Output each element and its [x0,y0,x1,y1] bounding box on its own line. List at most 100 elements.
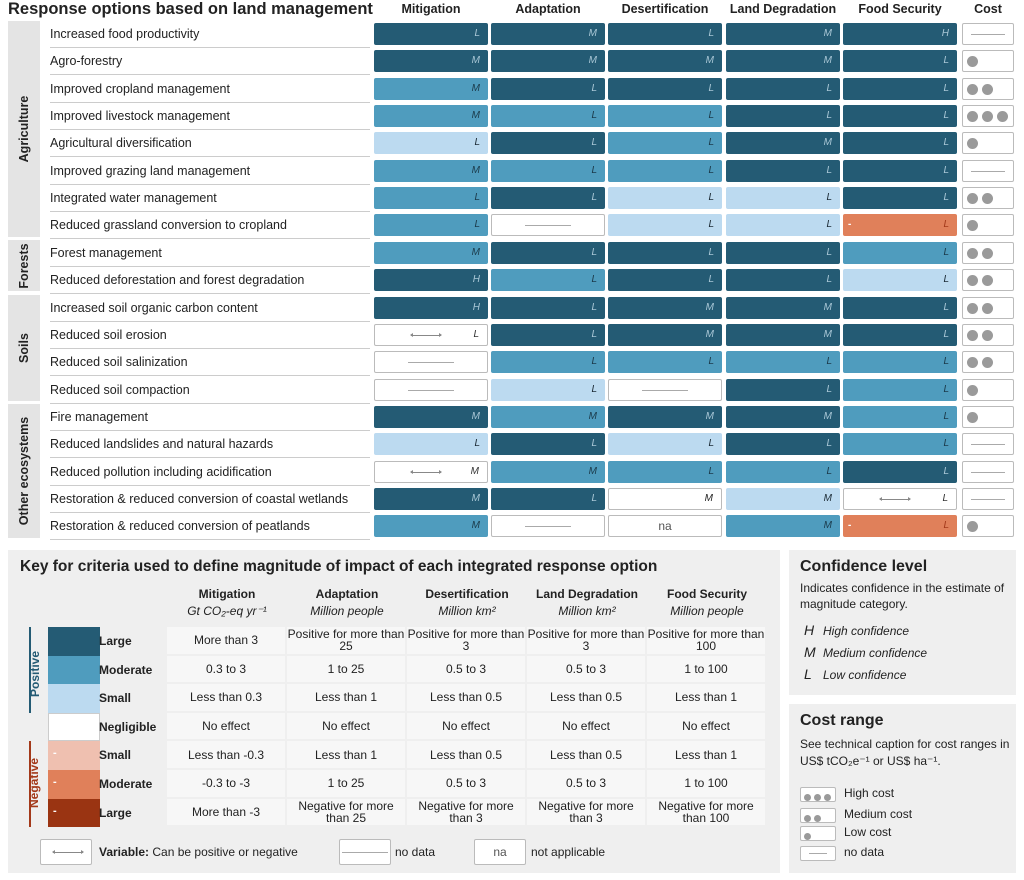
confidence-label: L [591,274,597,286]
row-label: Reduced soil erosion [50,322,370,349]
confidence-label: M [471,410,480,422]
confidence-label: M [823,328,832,340]
cost-dot-icon [967,329,978,341]
key-criteria-cell: 0.5 to 3 [527,655,647,685]
key-column-header: Desertification [425,587,509,601]
cost-title: Cost range [800,712,884,729]
impact-cell-mitigation: M [374,405,488,428]
impact-cell-adaptation: M [491,23,605,45]
impact-cell-food-security: L [843,405,957,428]
negative-label: Negative [27,757,42,809]
key-criteria-cell: 0.5 to 3 [407,770,527,799]
cost-dot-icon [967,521,978,533]
confidence-label: L [591,164,597,176]
confidence-symbol: L [804,666,812,682]
impact-cell-desertification: M [608,487,722,510]
impact-cell-food-security: L [843,296,957,319]
confidence-label: L [708,110,714,122]
key-criteria-cell: Less than 0.5 [407,684,527,713]
confidence-label: L [943,164,949,176]
confidence-label: M [705,410,714,422]
cost-cell [962,323,1014,346]
confidence-label: L [474,28,480,39]
cost-cell [962,269,1014,292]
impact-cell-mitigation [374,351,488,374]
key-magnitude-label: Small [99,748,132,763]
cost-cell [962,77,1014,100]
row-label: Improved grazing land management [50,158,370,185]
column-header-desertification: Desertification [621,2,709,16]
column-header-cost: Cost [974,2,1002,16]
cost-legend-label: High cost [844,786,895,800]
no-data-dash [525,526,571,528]
confidence-description: High confidence [823,624,910,638]
confidence-label: L [591,192,597,204]
cost-cell [962,296,1014,319]
group-label: Forests [17,243,31,289]
impact-cell-adaptation [491,214,605,237]
key-panel: Key for criteria used to define magnitud… [8,550,780,873]
confidence-description: Medium confidence [823,646,928,660]
key-swatch: - [48,798,100,828]
impact-cell-adaptation: L [491,487,605,510]
key-column-unit: Gt CO₂-eq yr⁻¹ [187,604,267,618]
cost-description: See technical caption for cost ranges in… [800,737,1010,768]
confidence-label: L [826,274,832,286]
confidence-label: M [471,164,480,176]
cost-cell [962,405,1014,428]
confidence-label: M [704,492,713,504]
no-data-dash [971,170,1005,172]
confidence-label: L [473,328,479,340]
key-column-header: Food Security [666,587,747,601]
column-header-mitigation: Mitigation [401,2,461,16]
cost-cell [962,214,1014,237]
key-criteria-cell: Less than 0.5 [527,684,647,713]
variable-arrow-icon [410,332,442,337]
impact-cell-land-degradation: L [726,159,840,182]
confidence-label: M [470,465,479,477]
cost-dot-icon [982,111,993,123]
cost-legend-swatch [800,846,836,861]
cost-cell [962,460,1014,483]
no-data-dash [408,389,454,391]
row-label: Increased food productivity [50,21,370,48]
confidence-symbol: H [804,622,815,638]
row-label: Integrated water management [50,185,370,213]
impact-cell-adaptation: L [491,241,605,264]
impact-cell-mitigation: M [374,50,488,73]
confidence-label: M [471,246,480,258]
confidence-label: M [588,465,597,477]
impact-cell-mitigation: M [374,241,488,264]
key-swatch: - [48,770,100,799]
cost-dot-icon [967,384,978,396]
confidence-label: L [708,82,714,94]
impact-cell-food-security: L [843,105,957,128]
impact-cell-food-security: L [843,50,957,73]
negative-arrow-icon [29,741,31,828]
cost-legend-label: no data [844,845,885,859]
cost-cell [962,433,1014,456]
na-label: na [493,845,507,859]
cost-cell [962,515,1014,538]
positive-arrow-icon [29,627,31,713]
impact-cell-land-degradation: M [726,323,840,346]
key-column-unit: Million people [310,604,384,618]
negative-mark: - [848,520,852,532]
cost-dot-icon [967,247,978,259]
confidence-label: L [591,137,597,149]
cost-legend-swatch [800,787,836,802]
confidence-label: M [823,410,832,422]
confidence-label: L [826,82,832,94]
cost-panel: Cost range See technical caption for cos… [789,704,1016,873]
impact-cell-adaptation: L [491,132,605,155]
impact-cell-desertification: L [608,77,722,100]
impact-cell-adaptation: L [491,187,605,210]
confidence-label: L [943,219,949,231]
impact-cell-desertification: L [608,23,722,45]
confidence-label: L [943,192,949,204]
confidence-label: M [588,410,597,422]
group-label: Other ecosystems [17,416,31,525]
row-label: Fire management [50,404,370,431]
key-swatch: - [48,741,100,770]
key-criteria-cell: 1 to 25 [287,655,407,685]
